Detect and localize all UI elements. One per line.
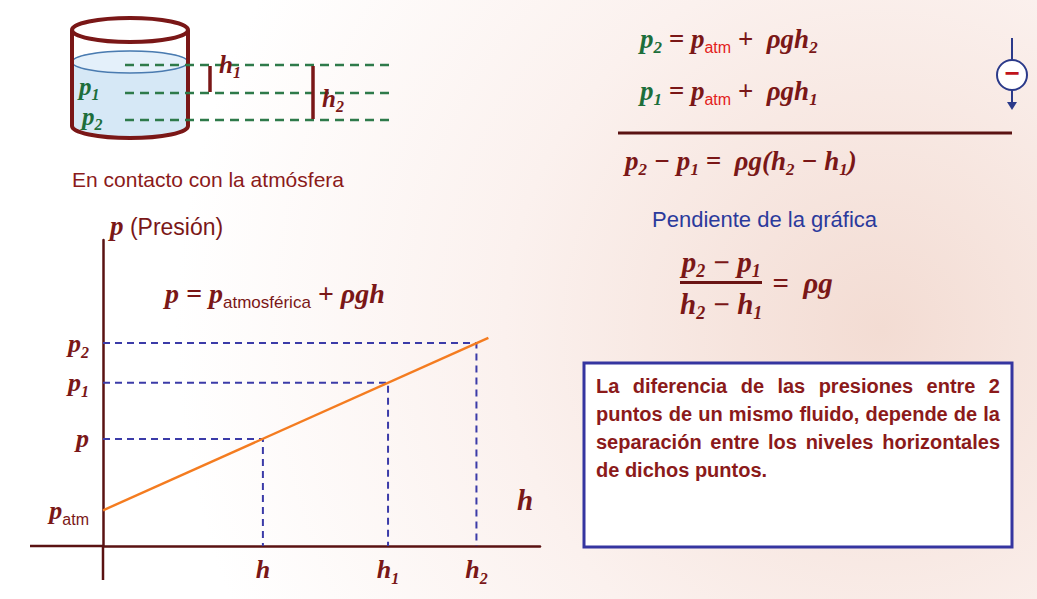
html-text:En contacto con la atmósfera: En contacto con la atmósfera [72, 168, 344, 191]
svg-text:h: h [377, 555, 391, 584]
html-text:= ρg: = ρg [772, 267, 833, 299]
html-text:p1= patm+ ρgh1: p1= patm+ ρgh1 [640, 76, 818, 110]
svg-text:p: p [47, 496, 62, 525]
html-text:h2− h1: h2− h1 [680, 288, 763, 324]
svg-text:h: h [256, 555, 270, 584]
html-text:h: h [517, 484, 534, 516]
svg-text:1: 1 [81, 383, 89, 400]
svg-text:p: p [66, 368, 81, 397]
html-text:p (Presión): p (Presión) [110, 211, 224, 241]
html-text:p2− p1= ρg(h2− h1): p2− p1= ρg(h2− h1) [625, 146, 857, 180]
svg-text:h: h [465, 555, 479, 584]
html-text:p2− p1: p2− p1 [681, 246, 761, 282]
html-text:h1: h1 [219, 51, 241, 81]
svg-text:2: 2 [80, 344, 89, 361]
svg-text:p: p [74, 424, 89, 453]
svg-text:1: 1 [391, 570, 399, 587]
svg-text:atm: atm [62, 511, 89, 528]
html-text:p = patmosférica+ ρgh: p = patmosférica+ ρgh [165, 278, 385, 313]
html-text:h2: h2 [322, 85, 344, 115]
svg-text:2: 2 [479, 570, 488, 587]
html-text:p1: p1 [79, 73, 100, 103]
html-text:p2: p2 [82, 103, 103, 133]
html-text:La diferencia de las presiones: La diferencia de las presiones entre 2 p… [596, 375, 1000, 481]
html-text:Pendiente de la gráfica: Pendiente de la gráfica [652, 207, 878, 232]
svg-text:p: p [66, 329, 81, 358]
html-text:p2= patm+ ρgh2: p2= patm+ ρgh2 [640, 24, 818, 58]
